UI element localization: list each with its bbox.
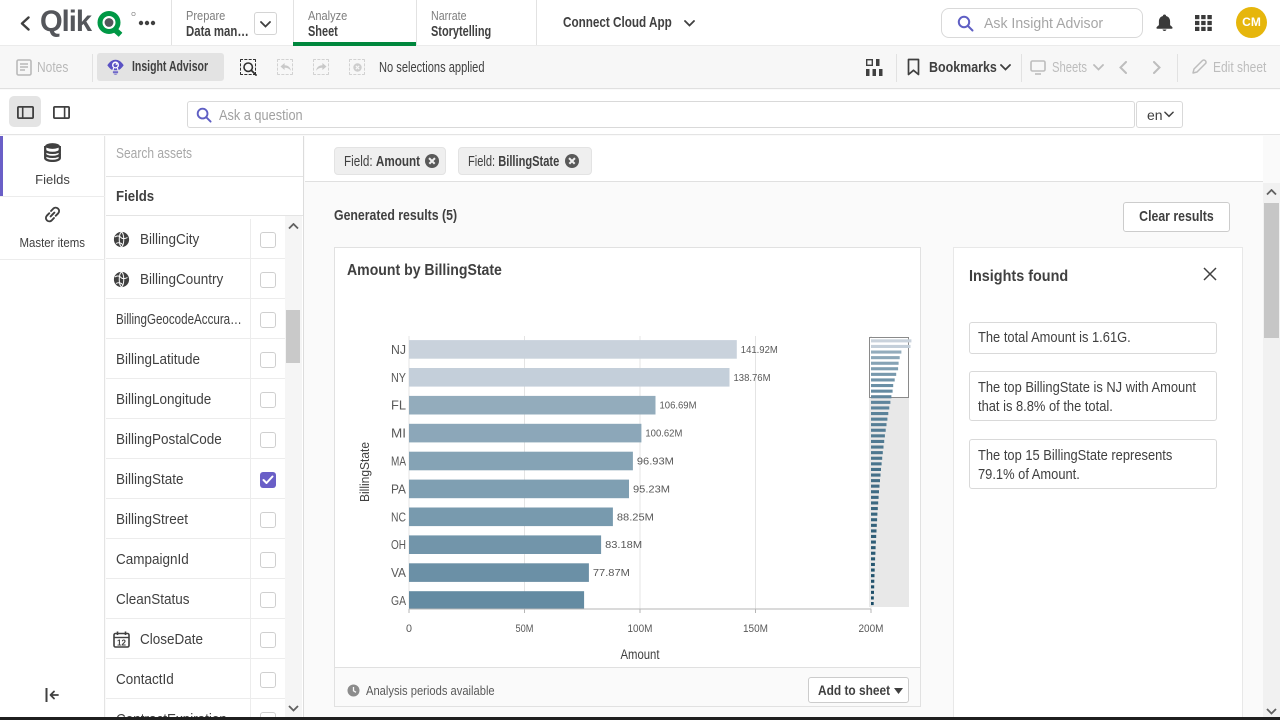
svg-text:12: 12 [117,639,126,648]
svg-text:96.93M: 96.93M [637,456,674,467]
svg-text:100.62M: 100.62M [645,428,682,439]
svg-text:BillingState: BillingState [358,441,372,501]
svg-text:Amount: Amount [621,647,660,662]
svg-text:0: 0 [406,623,412,635]
svg-text:83.18M: 83.18M [605,540,642,551]
svg-text:FL: FL [391,397,406,412]
svg-text:100M: 100M [628,623,653,635]
svg-text:GA: GA [391,593,406,608]
svg-text:NJ: NJ [391,341,406,356]
svg-text:NC: NC [391,509,406,524]
svg-text:141.92M: 141.92M [741,344,778,355]
svg-text:95.23M: 95.23M [633,484,670,495]
svg-text:MA: MA [391,453,406,468]
svg-text:200M: 200M [859,623,884,635]
svg-text:OH: OH [391,537,406,552]
svg-text:77.87M: 77.87M [593,568,630,579]
svg-text:MI: MI [391,425,406,440]
svg-text:VA: VA [391,565,406,580]
svg-text:138.76M: 138.76M [734,372,771,383]
svg-text:NY: NY [391,369,406,384]
svg-text:PA: PA [391,481,406,496]
svg-text:106.69M: 106.69M [660,400,697,411]
svg-text:50M: 50M [516,623,534,635]
svg-text:150M: 150M [743,623,768,635]
svg-text:88.25M: 88.25M [617,512,654,523]
